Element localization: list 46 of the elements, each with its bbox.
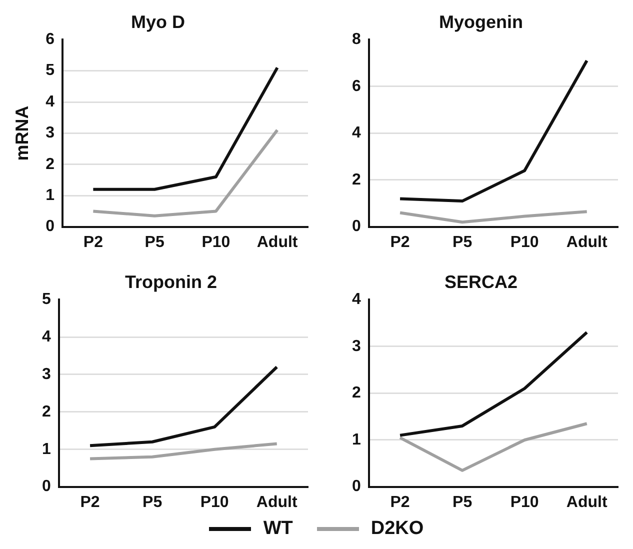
chart-title: Troponin 2 — [125, 272, 217, 292]
y-tick-label: 4 — [46, 93, 55, 110]
chart-title: Myogenin — [439, 12, 523, 32]
x-tick-label: P2 — [80, 494, 100, 511]
y-tick-label: 0 — [352, 218, 361, 236]
y-tick-label: 0 — [46, 218, 55, 236]
x-tick-label: P5 — [142, 494, 162, 511]
legend-label: D2KO — [370, 518, 424, 540]
y-tick-label: 6 — [352, 78, 361, 95]
y-axis-title: mRNA — [12, 106, 32, 161]
y-tick-label: 3 — [46, 124, 55, 142]
x-tick-label: Adult — [256, 234, 298, 251]
y-tick-label: 3 — [352, 338, 361, 355]
x-tick-label: Adult — [256, 494, 298, 511]
y-tick-label: 2 — [352, 171, 361, 188]
y-tick-label: 3 — [42, 366, 51, 383]
y-tick-label: 2 — [46, 156, 55, 173]
x-tick-label: P5 — [144, 234, 164, 251]
x-tick-label: P10 — [202, 234, 230, 251]
x-tick-label: P2 — [83, 234, 104, 251]
chart-title: SERCA2 — [444, 272, 518, 292]
x-tick-label: P5 — [452, 494, 472, 511]
y-tick-label: 4 — [352, 291, 361, 308]
y-tick-label: 2 — [42, 403, 51, 420]
y-tick-label: 6 — [46, 31, 55, 48]
y-tick-label: 2 — [352, 384, 361, 402]
x-tick-label: P10 — [200, 494, 229, 511]
y-tick-label: 5 — [42, 291, 51, 308]
x-tick-label: Adult — [566, 494, 608, 511]
y-tick-label: 4 — [42, 328, 51, 346]
y-tick-label: 1 — [42, 440, 51, 458]
y-tick-label: 1 — [46, 187, 55, 204]
y-tick-label: 4 — [352, 124, 361, 142]
chart-title: Myo D — [131, 12, 185, 32]
y-tick-label: 1 — [352, 431, 361, 448]
y-tick-label: 0 — [42, 478, 51, 496]
x-tick-label: P10 — [510, 234, 539, 251]
x-tick-label: P2 — [390, 494, 410, 511]
x-tick-label: P10 — [510, 494, 539, 511]
y-tick-label: 5 — [46, 62, 55, 80]
legend-label: WT — [263, 518, 293, 540]
y-tick-label: 0 — [352, 478, 361, 496]
y-tick-label: 8 — [352, 31, 361, 48]
x-tick-label: P5 — [452, 234, 472, 251]
x-tick-label: Adult — [566, 234, 608, 251]
x-tick-label: P2 — [390, 234, 410, 251]
